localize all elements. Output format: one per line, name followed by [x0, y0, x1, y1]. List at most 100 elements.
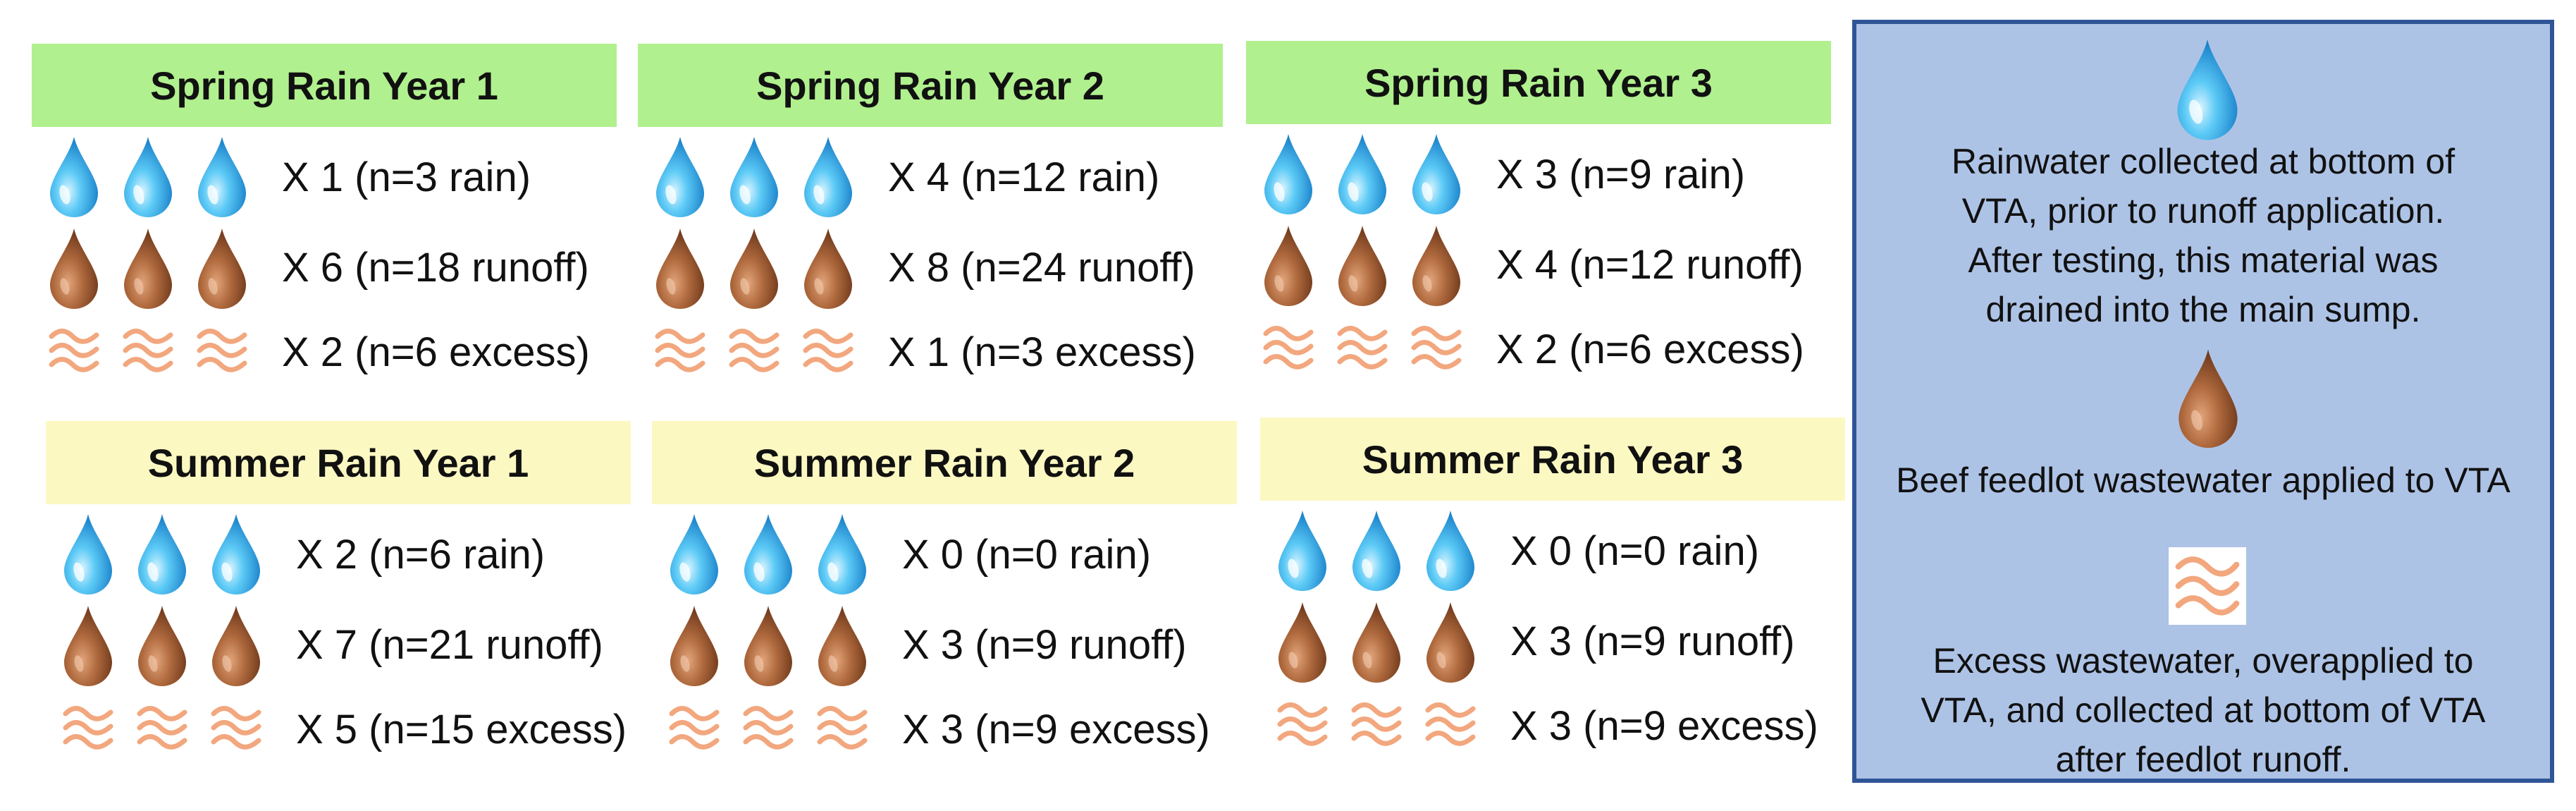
excess-wave-icon — [743, 706, 794, 750]
rain-drop-icons — [51, 509, 284, 601]
rain-drop-icons — [643, 132, 876, 224]
excess-count-label: X 3 (n=9 excess) — [902, 707, 1210, 752]
rain-drop-icon — [64, 514, 112, 594]
excess-wave-icon — [669, 706, 720, 750]
excess-wave-icons — [51, 684, 284, 776]
runoff-count-label: X 3 (n=9 runoff) — [1510, 618, 1795, 664]
excess-wave-icon — [63, 706, 113, 750]
rain-drop-icon — [2177, 39, 2238, 140]
runoff-row: X 6 (n=18 runoff) — [32, 222, 617, 314]
excess-row: X 2 (n=6 excess) — [32, 307, 617, 398]
legend-line: VTA, prior to runoff application. — [1961, 191, 2445, 231]
rain-drop-icon — [124, 137, 172, 217]
rain-drop-icons — [1252, 129, 1484, 221]
legend-line: After testing, this material was — [1968, 240, 2439, 280]
runoff-drop-icon — [1426, 602, 1474, 683]
rain-drop-icon — [1338, 134, 1386, 214]
excess-wave-icons — [658, 684, 890, 776]
runoff-row: X 7 (n=21 runoff) — [46, 599, 631, 691]
legend-line: Rainwater collected at bottom of — [1951, 142, 2455, 181]
excess-wave-icons — [37, 307, 270, 398]
runoff-drop-icon — [198, 228, 246, 309]
panel-summer-year-2: Summer Rain Year 2 X 0 (n=0 rain) X 3 (n… — [652, 421, 1237, 795]
panel-title: Spring Rain Year 3 — [1246, 41, 1831, 124]
rain-row: X 0 (n=0 rain) — [652, 509, 1237, 601]
runoff-count-label: X 4 (n=12 runoff) — [1496, 242, 1804, 288]
runoff-drop-icons — [51, 599, 284, 691]
runoff-drop-icon — [2178, 349, 2238, 449]
excess-wave-icon — [1425, 702, 1476, 746]
runoff-drop-icon — [1278, 602, 1326, 683]
rain-drop-icon — [744, 514, 792, 594]
runoff-drop-icon — [50, 228, 98, 309]
runoff-legend-text: Beef feedlot wastewater applied to VTA — [1856, 456, 2550, 505]
rain-count-label: X 0 (n=0 rain) — [902, 532, 1152, 578]
excess-wave-icon — [49, 329, 99, 372]
panel-spring-year-3: Spring Rain Year 3 X 3 (n=9 rain) X 4 (n… — [1246, 41, 1831, 415]
runoff-drop-icon — [1338, 226, 1386, 306]
excess-wave-icon — [1337, 326, 1388, 370]
runoff-row: X 3 (n=9 runoff) — [652, 599, 1237, 691]
rain-drop-icon — [50, 137, 98, 217]
legend-line: Excess wastewater, overapplied to — [1933, 641, 2474, 681]
runoff-drop-icons — [643, 222, 876, 314]
legend-line: after feedlot runoff. — [2055, 740, 2351, 779]
runoff-drop-icon — [656, 228, 704, 309]
excess-wave-icon — [803, 329, 853, 372]
runoff-drop-icon — [818, 606, 866, 686]
runoff-drop-icon — [1412, 226, 1460, 306]
rain-drop-icon — [804, 137, 852, 217]
rain-drop-icons — [658, 509, 890, 601]
rain-row: X 2 (n=6 rain) — [46, 509, 631, 601]
rain-count-label: X 3 (n=9 rain) — [1496, 152, 1746, 197]
excess-wave-icon — [2169, 547, 2246, 625]
excess-wave-icon — [1277, 702, 1328, 746]
excess-row: X 2 (n=6 excess) — [1246, 304, 1831, 396]
panel-title: Spring Rain Year 1 — [32, 44, 617, 127]
excess-wave-icon — [211, 706, 261, 750]
excess-wave-icons — [1252, 304, 1484, 396]
runoff-count-label: X 6 (n=18 runoff) — [282, 245, 589, 291]
rain-drop-icon — [1264, 134, 1312, 214]
excess-wave-icons — [1266, 681, 1498, 772]
rain-drop-icon — [818, 514, 866, 594]
runoff-drop-icon — [212, 606, 260, 686]
runoff-drop-icon — [138, 606, 186, 686]
runoff-drop-icon — [1264, 226, 1312, 306]
runoff-drop-icon — [64, 606, 112, 686]
panel-title: Summer Rain Year 2 — [652, 421, 1237, 504]
panel-title: Summer Rain Year 1 — [46, 421, 631, 504]
excess-wave-icon — [1411, 326, 1462, 370]
runoff-drop-icon — [730, 228, 778, 309]
rain-drop-icon — [730, 137, 778, 217]
panel-summer-year-1: Summer Rain Year 1 X 2 (n=6 rain) X 7 (n… — [46, 421, 631, 795]
excess-wave-icon — [1351, 702, 1402, 746]
runoff-drop-icons — [1252, 219, 1484, 311]
rain-drop-icon — [198, 137, 246, 217]
runoff-drop-icons — [658, 599, 890, 691]
rain-row: X 3 (n=9 rain) — [1246, 129, 1831, 221]
excess-count-label: X 2 (n=6 excess) — [1496, 327, 1804, 372]
legend-line: VTA, and collected at bottom of VTA — [1921, 690, 2486, 730]
runoff-count-label: X 7 (n=21 runoff) — [296, 622, 603, 668]
runoff-drop-icon — [1352, 602, 1400, 683]
runoff-drop-icons — [1266, 596, 1498, 688]
runoff-drop-icon — [124, 228, 172, 309]
excess-wave-icon — [817, 706, 868, 750]
excess-wave-icon — [123, 329, 173, 372]
rain-drop-icon — [1412, 134, 1460, 214]
rain-row: X 1 (n=3 rain) — [32, 132, 617, 224]
panel-spring-year-2: Spring Rain Year 2 X 4 (n=12 rain) X 8 (… — [638, 44, 1223, 417]
excess-count-label: X 5 (n=15 excess) — [296, 707, 627, 752]
runoff-count-label: X 8 (n=24 runoff) — [888, 245, 1195, 291]
excess-wave-icon — [197, 329, 247, 372]
runoff-drop-icon — [804, 228, 852, 309]
runoff-row: X 4 (n=12 runoff) — [1246, 219, 1831, 311]
excess-legend-text: Excess wastewater, overapplied to VTA, a… — [1856, 636, 2550, 784]
panel-spring-year-1: Spring Rain Year 1 X 1 (n=3 rain) X 6 (n… — [32, 44, 617, 417]
rain-count-label: X 1 (n=3 rain) — [282, 154, 531, 200]
rain-drop-icon — [212, 514, 260, 594]
rain-legend-text: Rainwater collected at bottom of VTA, pr… — [1856, 137, 2550, 334]
rain-drop-icons — [1266, 506, 1498, 597]
legend-line: drained into the main sump. — [1985, 290, 2421, 329]
